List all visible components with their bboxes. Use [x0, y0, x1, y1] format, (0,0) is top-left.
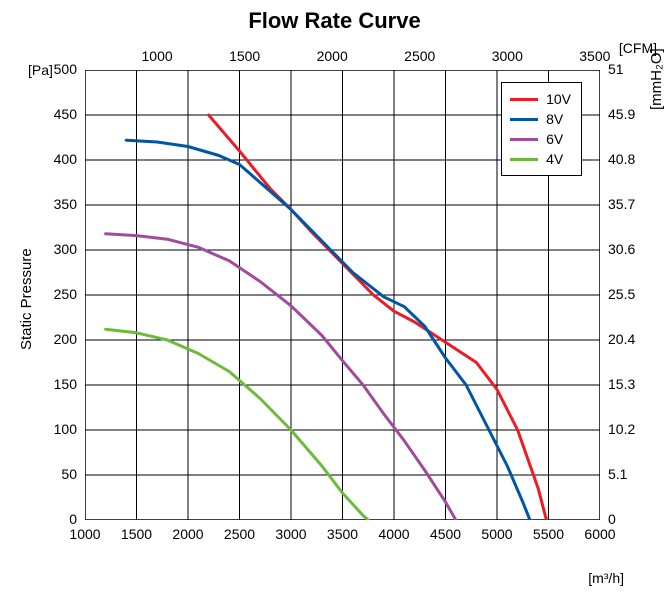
- tick-label: 0: [608, 511, 616, 527]
- legend-swatch: [510, 118, 538, 121]
- tick-label: 3000: [275, 526, 306, 542]
- tick-label: 450: [54, 106, 77, 122]
- tick-label: 1500: [121, 526, 152, 542]
- chart-container: Flow Rate Curve [Pa] [mmH₂O] [CFM] [m³/h…: [0, 0, 669, 605]
- tick-label: 150: [54, 376, 77, 392]
- legend-item: 10V: [510, 89, 571, 109]
- tick-label: 400: [54, 151, 77, 167]
- legend: 10V8V6V4V: [501, 82, 582, 176]
- tick-label: 25.5: [608, 286, 635, 302]
- legend-item: 8V: [510, 109, 571, 129]
- tick-label: 0: [69, 511, 77, 527]
- tick-label: 10.2: [608, 421, 635, 437]
- tick-label: 2500: [404, 48, 435, 64]
- legend-swatch: [510, 98, 538, 101]
- x-bottom-unit: [m³/h]: [588, 570, 624, 586]
- legend-swatch: [510, 158, 538, 161]
- tick-label: 3500: [579, 48, 610, 64]
- legend-label: 4V: [546, 149, 563, 169]
- tick-label: 2500: [224, 526, 255, 542]
- tick-label: 4500: [430, 526, 461, 542]
- tick-label: 250: [54, 286, 77, 302]
- tick-label: 50: [61, 466, 77, 482]
- tick-label: 20.4: [608, 331, 635, 347]
- tick-label: 35.7: [608, 196, 635, 212]
- tick-label: 2000: [317, 48, 348, 64]
- tick-label: 200: [54, 331, 77, 347]
- x-top-unit: [CFM]: [619, 40, 657, 56]
- tick-label: 40.8: [608, 151, 635, 167]
- y-right-unit: [mmH₂O]: [648, 48, 665, 110]
- legend-label: 10V: [546, 89, 571, 109]
- tick-label: 350: [54, 196, 77, 212]
- legend-item: 4V: [510, 149, 571, 169]
- tick-label: 6000: [584, 526, 615, 542]
- tick-label: 5.1: [608, 466, 627, 482]
- legend-item: 6V: [510, 129, 571, 149]
- tick-label: 1000: [142, 48, 173, 64]
- y-left-title: Static Pressure: [18, 248, 35, 350]
- legend-label: 6V: [546, 129, 563, 149]
- y-left-unit: [Pa]: [28, 62, 53, 78]
- tick-label: 5000: [481, 526, 512, 542]
- tick-label: 30.6: [608, 241, 635, 257]
- tick-label: 1000: [69, 526, 100, 542]
- tick-label: 500: [54, 61, 77, 77]
- tick-label: 3500: [327, 526, 358, 542]
- tick-label: 51: [608, 61, 624, 77]
- tick-label: 15.3: [608, 376, 635, 392]
- legend-swatch: [510, 138, 538, 141]
- legend-label: 8V: [546, 109, 563, 129]
- tick-label: 3000: [492, 48, 523, 64]
- tick-label: 1500: [229, 48, 260, 64]
- tick-label: 4000: [378, 526, 409, 542]
- tick-label: 100: [54, 421, 77, 437]
- chart-title: Flow Rate Curve: [0, 8, 669, 34]
- tick-label: 5500: [533, 526, 564, 542]
- tick-label: 2000: [172, 526, 203, 542]
- tick-label: 45.9: [608, 106, 635, 122]
- tick-label: 300: [54, 241, 77, 257]
